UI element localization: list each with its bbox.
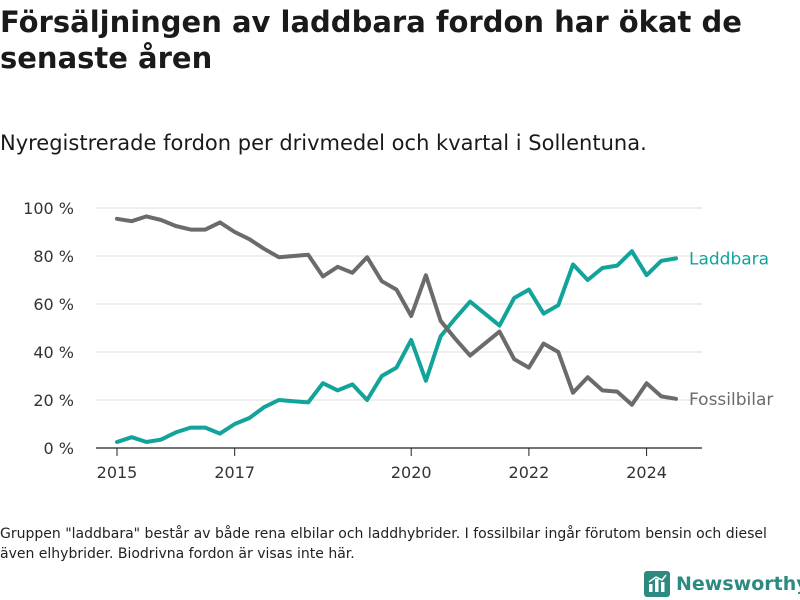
y-axis-ticks: 0 % 20 % 40 % 60 % 80 % 100 % bbox=[23, 199, 74, 458]
y-tick-label: 60 % bbox=[33, 295, 74, 314]
x-tick-label: 2017 bbox=[214, 463, 255, 482]
y-tick-label: 100 % bbox=[23, 199, 74, 218]
x-axis: 2015 2017 2020 2022 2024 bbox=[96, 447, 702, 482]
y-tick-label: 80 % bbox=[33, 247, 74, 266]
bar-chart-logo-icon bbox=[644, 571, 670, 597]
x-tick-label: 2022 bbox=[509, 463, 550, 482]
x-tick-label: 2024 bbox=[626, 463, 667, 482]
brand-name: Newsworthy bbox=[676, 573, 800, 595]
y-tick-label: 0 % bbox=[44, 439, 74, 458]
footnote: Gruppen "laddbara" består av både rena e… bbox=[0, 526, 767, 562]
series-line-fossilbilar bbox=[115, 214, 678, 407]
series-line-laddbara bbox=[115, 249, 678, 444]
series-lines bbox=[115, 214, 678, 444]
chart-subtitle: Nyregistrerade fordon per drivmedel och … bbox=[0, 131, 647, 155]
line-chart: 0 % 20 % 40 % 60 % 80 % 100 % 2015 2017 2020 202… bbox=[23, 199, 773, 482]
x-tick-label: 2015 bbox=[97, 463, 138, 482]
chart-title: Försäljningen av laddbara fordon har öka… bbox=[0, 5, 742, 75]
x-tick-label: 2020 bbox=[391, 463, 432, 482]
series-label-fossilbilar: Fossilbilar bbox=[689, 390, 773, 410]
y-tick-label: 40 % bbox=[33, 343, 74, 362]
series-label-laddbara: Laddbara bbox=[689, 249, 769, 269]
series-labels: Laddbara Fossilbilar bbox=[689, 249, 773, 409]
y-tick-label: 20 % bbox=[33, 391, 74, 410]
brand-logo[interactable]: Newsworthy bbox=[644, 568, 800, 600]
gridlines bbox=[96, 207, 702, 401]
